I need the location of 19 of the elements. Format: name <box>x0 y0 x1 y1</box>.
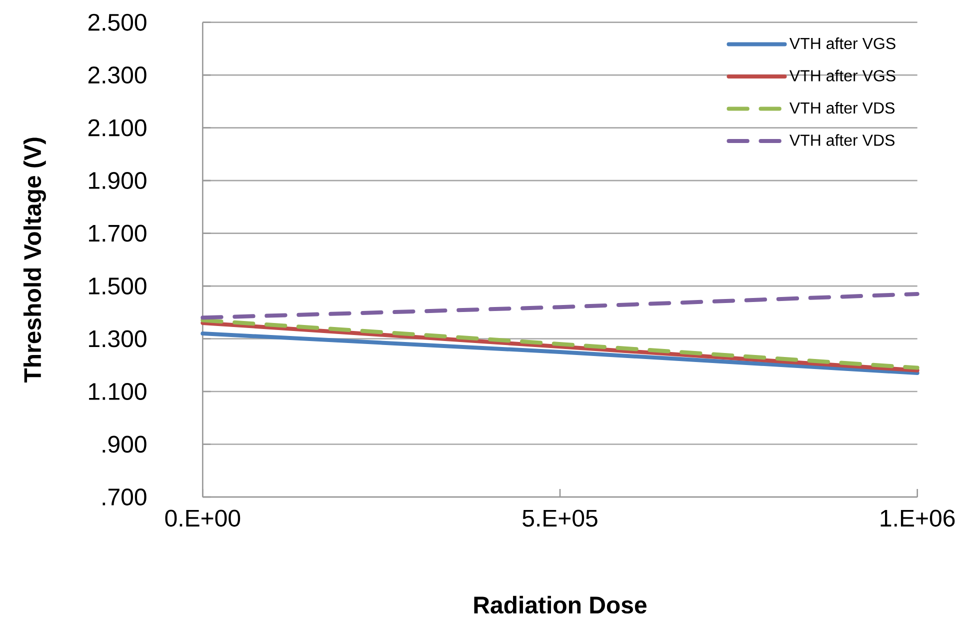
y-axis-title: Threshold Voltage (V) <box>23 138 46 383</box>
x-tick-label: 5.E+05 <box>522 510 598 527</box>
y-tick-label: 2.500 <box>88 14 146 31</box>
legend-label: VTH after VGS <box>789 37 896 50</box>
y-tick-label: 1.300 <box>89 330 146 348</box>
x-axis-title: Radiation Dose <box>474 596 647 614</box>
legend-label: VTH after VGS <box>789 70 896 82</box>
y-tick-label: 1.900 <box>89 172 146 190</box>
y-tick-label: 1.100 <box>89 383 146 400</box>
y-tick-label: 2.300 <box>88 66 146 84</box>
y-tick-label: 2.100 <box>88 119 146 136</box>
x-tick-label: 0.E+00 <box>165 510 240 527</box>
y-tick-label: .900 <box>102 436 146 453</box>
y-tick-label: 1.700 <box>89 224 146 242</box>
y-tick-label: .700 <box>102 488 146 506</box>
x-tick-label: 1.E+06 <box>880 510 955 527</box>
y-tick-label: 1.500 <box>89 278 146 295</box>
legend-label: VTH after VDS <box>789 134 894 146</box>
legend-label: VTH after VDS <box>789 102 894 114</box>
